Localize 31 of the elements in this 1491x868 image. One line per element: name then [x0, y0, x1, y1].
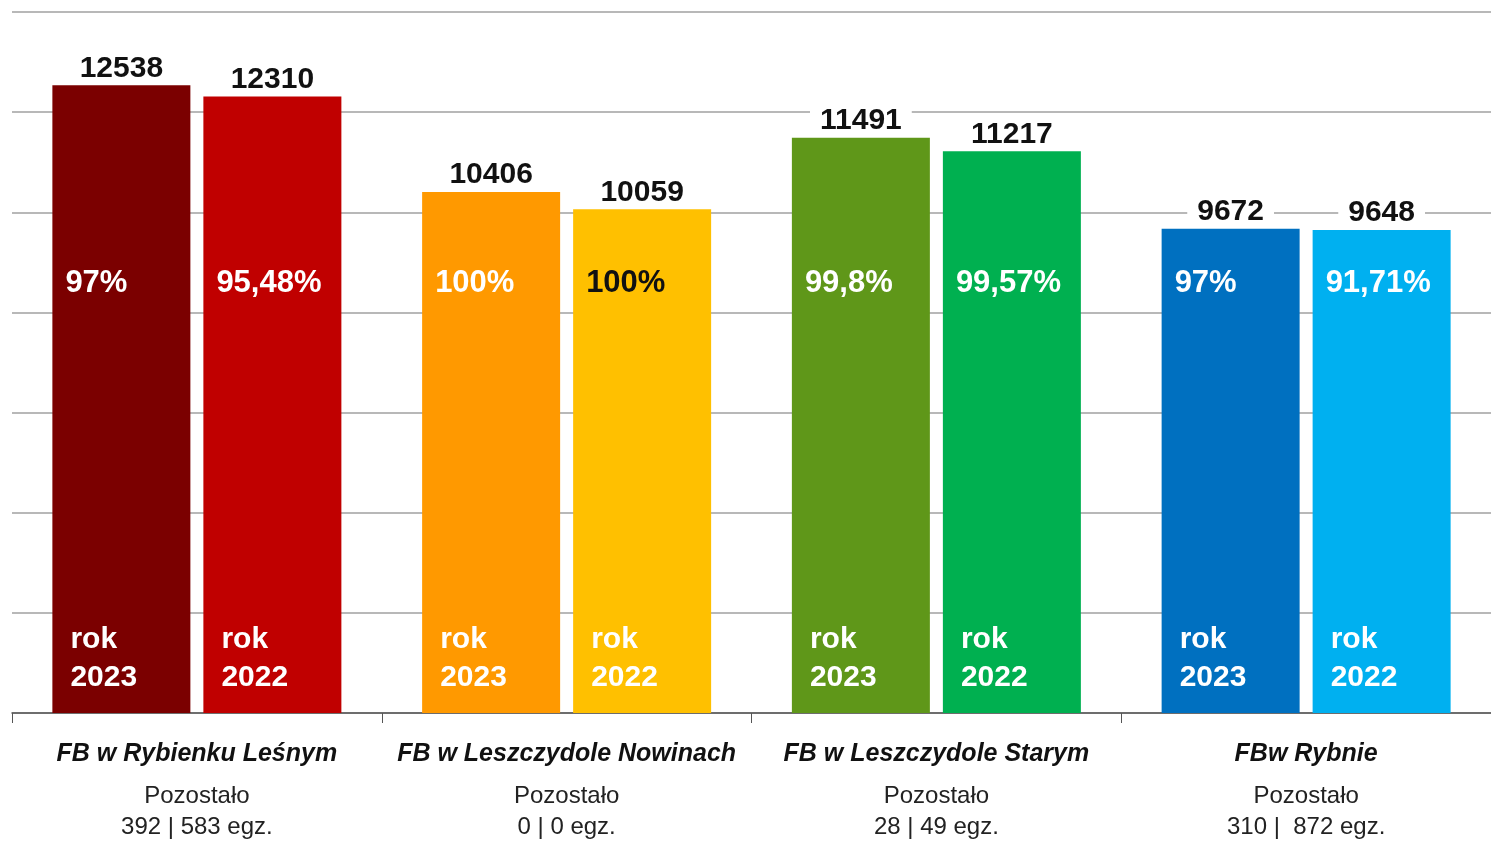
annotation: 97%	[1174, 264, 1237, 300]
data-label: 9672	[1197, 193, 1264, 227]
data-label: 11217	[970, 115, 1053, 149]
text: rok 2022	[1330, 620, 1398, 692]
bar	[1161, 228, 1300, 713]
annotation: 95,48%	[216, 264, 322, 300]
data-label: 12310	[230, 61, 315, 95]
text: rok 2023	[809, 620, 877, 692]
x-tick-label: FB w Leszczydole Nowinach Pozostało 0 | 0 egz.	[397, 738, 737, 839]
bar	[1312, 229, 1451, 713]
series-label: rok 2023	[70, 620, 138, 692]
bar	[791, 137, 930, 713]
annotation: 91,71%	[1325, 264, 1431, 300]
x-tick-label: FB w Leszczydole Starym Pozostało 28 | 49 egz.	[783, 738, 1090, 839]
text: rok 2022	[591, 620, 658, 692]
text: rok 2023	[440, 620, 507, 692]
text: rok 2023	[1179, 620, 1247, 692]
annotation: 100%	[586, 264, 666, 300]
annotation: 97%	[65, 264, 128, 300]
text: rok 2022	[960, 620, 1028, 692]
data-label: 12538	[79, 49, 164, 83]
annotation: 100%	[435, 264, 515, 300]
x-tick-label: FB w Rybienku Leśnym Pozostało 392 | 583 egz.	[56, 738, 338, 839]
x-tick-label: FBw Rybnie Pozostało 310 | 872 egz.	[1226, 738, 1386, 839]
annotation: 99,8%	[804, 264, 893, 300]
data-label: 10059	[600, 173, 684, 207]
series-label: rok 2022	[221, 620, 289, 692]
data-label: 10406	[449, 156, 533, 190]
annotation: 99,57%	[955, 264, 1062, 300]
data-label: 11491	[819, 102, 902, 136]
data-label: 9648	[1348, 194, 1415, 228]
